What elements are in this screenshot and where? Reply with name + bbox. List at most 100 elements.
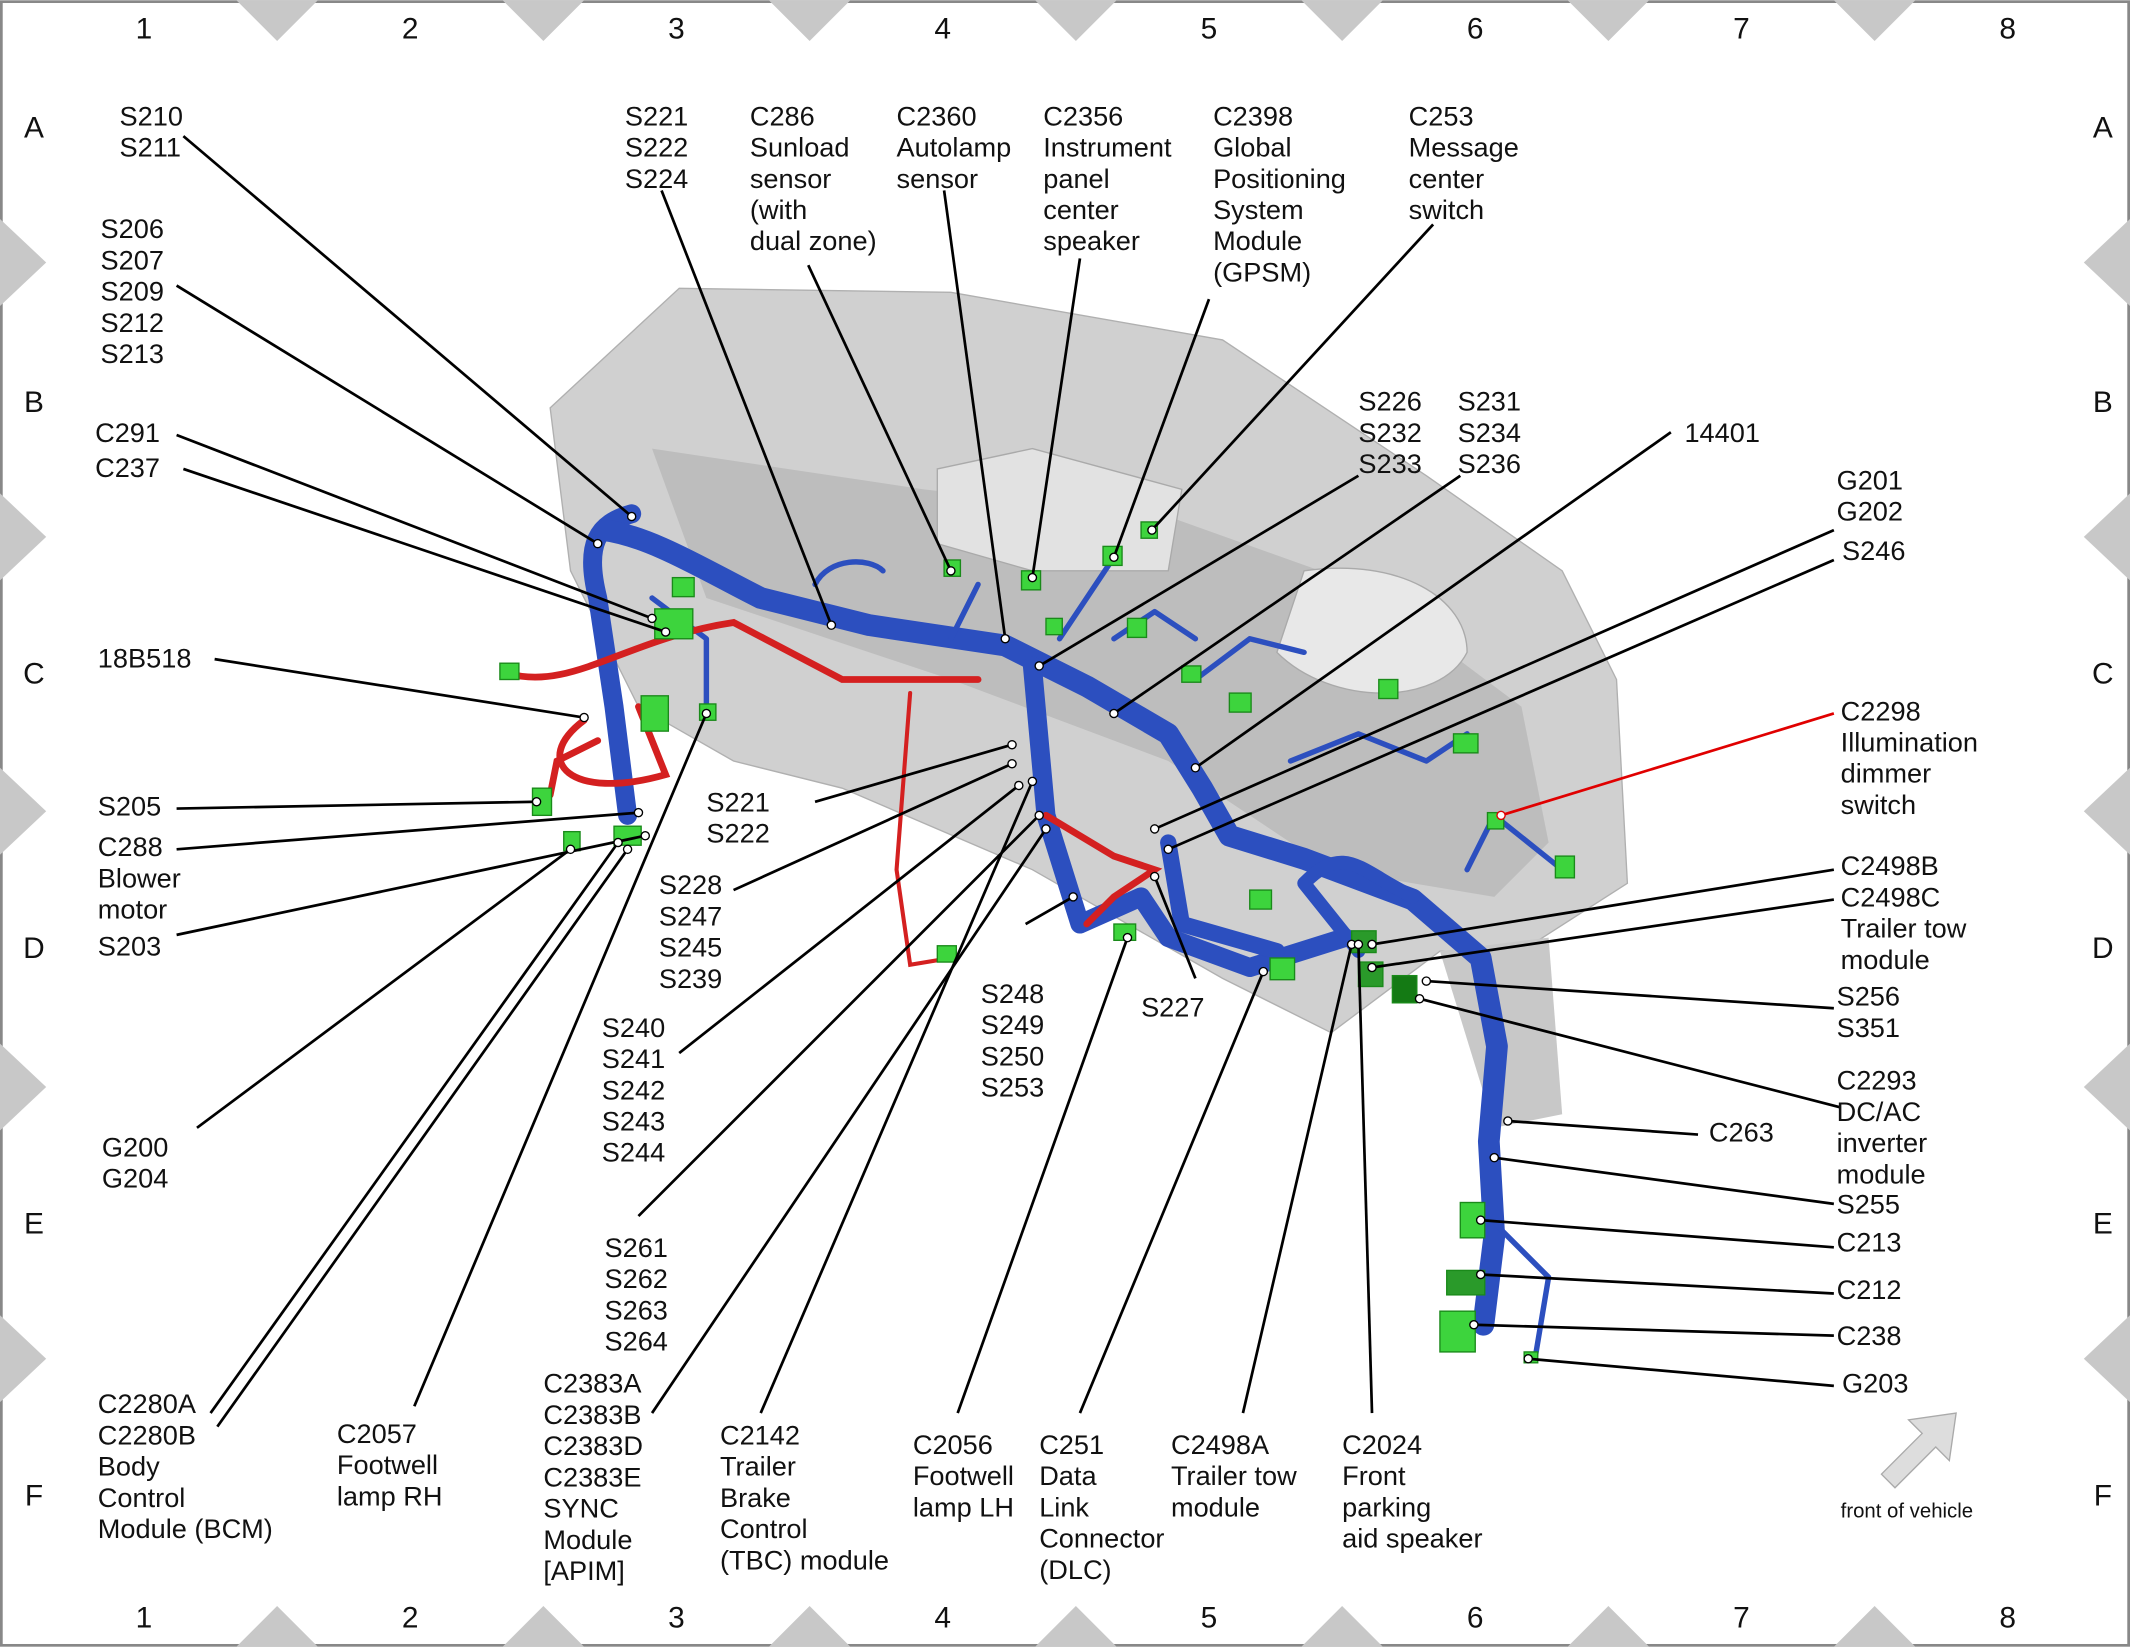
leader-end [826,620,837,630]
callout-text: 18B518 [98,642,192,673]
callout-text: switch [1841,789,1916,820]
leader-end [1163,844,1173,855]
column-label: 7 [1733,1602,1750,1635]
callout-text: S351 [1837,1012,1900,1043]
callout-text: System [1213,194,1304,225]
diamond [768,0,851,42]
callout-text: [APIM] [543,1555,624,1586]
leader-end [1007,739,1017,750]
callout-text: Sunload [750,132,850,163]
callout-text: S249 [981,1009,1044,1040]
leader-line [176,800,537,810]
callout-text: SYNC [543,1493,618,1524]
callout-text: S256 [1837,981,1900,1012]
callout-text: C2398 [1213,100,1293,131]
leader-end [1068,892,1078,902]
row-label: E [2093,1208,2113,1241]
leader-end [1421,976,1432,986]
callout-text: S222 [706,818,769,849]
leader-line [956,937,1129,1414]
leader-line [176,433,653,620]
leader-end [622,844,633,855]
column-label: 5 [1201,1602,1218,1635]
callout-text: S213 [101,338,164,369]
row-label: E [24,1208,44,1241]
row-label: A [2093,111,2113,144]
column-label: 5 [1201,12,1218,45]
callout-text: C2498B [1841,850,1939,881]
callout-text: module [1841,944,1930,975]
callout-text: S240 [602,1012,665,1043]
callout-text: C286 [750,100,815,131]
callout-text: S241 [602,1043,665,1074]
leader-end [701,708,712,719]
diamond [1833,0,1916,42]
callout-text: C238 [1837,1320,1902,1351]
callout-text: S205 [98,790,161,821]
diamond [502,0,585,42]
callout-text: C291 [95,417,160,448]
leader-end [1258,966,1269,977]
callout-text: S264 [604,1326,667,1357]
callout-text: C2498C [1841,881,1941,912]
leader-line [1480,1273,1834,1295]
leader-line [1494,1156,1835,1206]
leader-end [626,511,637,522]
leader-line [1473,1323,1834,1337]
callout-text: S262 [604,1263,667,1294]
leader-end [660,627,671,637]
callout-text: C2142 [720,1419,800,1450]
callout-text: S226 [1358,386,1421,417]
row-label: B [2093,386,2113,419]
callout-text: S242 [602,1074,665,1105]
callout-text: S222 [625,132,688,163]
callout-text: G204 [102,1163,168,1194]
orientation-note: front of vehicle [1841,1501,1973,1523]
leader-line [942,190,1007,639]
leader-line [814,743,1013,804]
leader-end [633,807,644,818]
row-label: D [2092,932,2114,965]
callout-text: C2024 [1342,1429,1422,1460]
leader-end [1503,1116,1513,1126]
callout-text: S209 [101,276,164,307]
column-label: 1 [136,1602,153,1635]
callout-text: S245 [659,932,722,963]
callout-text: C2298 [1841,695,1921,726]
leader-end [1523,1353,1533,1364]
callout-text: speaker [1043,225,1140,256]
callout-text: S206 [101,213,164,244]
diamond [1301,1605,1383,1647]
leader-end [1147,525,1157,535]
leader-end [647,613,657,624]
callout-text: Data [1039,1460,1097,1491]
callout-text: Trailer tow [1841,913,1967,944]
callout-text: Module [543,1524,632,1555]
leader-end [1367,962,1377,973]
callout-text: dimmer [1841,758,1932,789]
leader-line [196,848,572,1129]
diamond [2083,493,2130,581]
front-arrow [1880,1412,1957,1489]
leader-line [176,811,639,851]
callout-text: S224 [625,163,688,194]
callout-text: C2383E [543,1461,641,1492]
diamond [0,1315,47,1403]
leader-end [1475,1215,1486,1225]
column-label: 7 [1733,12,1750,45]
diamond [2083,219,2130,306]
callout-text: S234 [1458,417,1521,448]
callout-text: Footwell [913,1460,1014,1491]
column-label: 6 [1467,1602,1484,1635]
callout-text: G201 [1837,464,1903,495]
callout-text: parking [1342,1491,1431,1522]
column-label: 4 [934,12,951,45]
cluster [1276,567,1468,694]
callout-text: switch [1409,194,1484,225]
leader-end [640,830,651,841]
diamond [1833,1605,1916,1647]
leader-line [1194,431,1672,769]
callout-text: Positioning [1213,163,1346,194]
diamond [768,1605,851,1647]
